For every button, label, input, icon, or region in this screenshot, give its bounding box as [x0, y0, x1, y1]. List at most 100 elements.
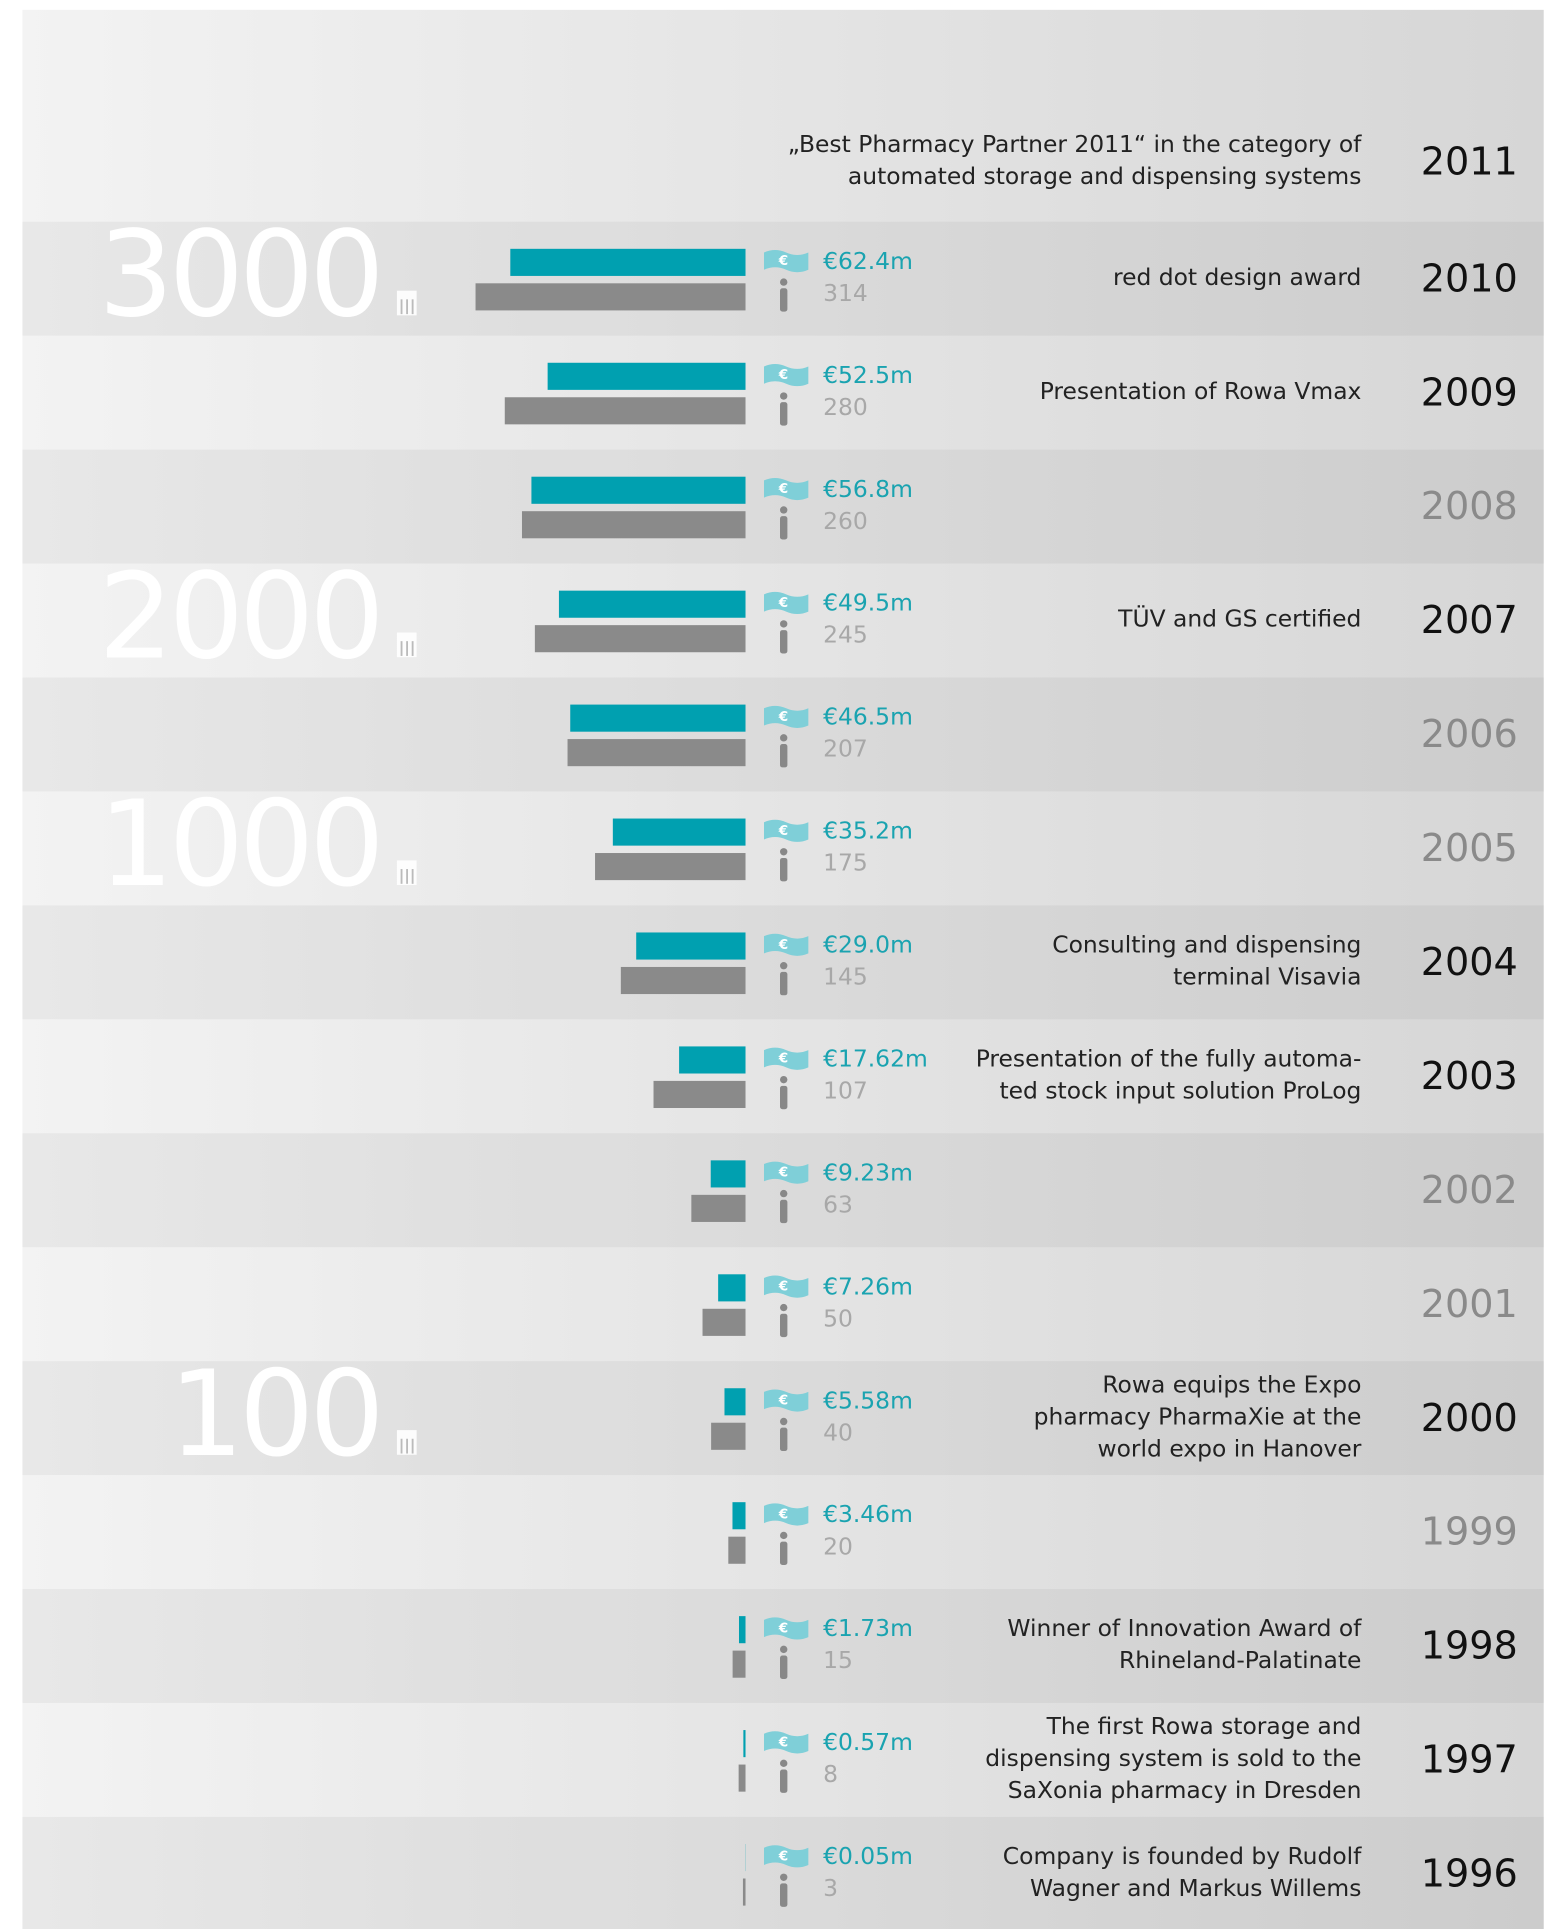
revenue-bar	[710, 1160, 746, 1188]
revenue-label: €7.26m	[823, 1272, 913, 1300]
employee-bar	[653, 1080, 746, 1109]
installations-count: 3000	[98, 206, 379, 344]
year-label: 2009	[1421, 371, 1518, 415]
revenue-bar	[743, 1730, 746, 1758]
euro-icon	[763, 477, 809, 501]
pharmacy-icon-line	[411, 299, 414, 315]
euro-sign: €	[778, 937, 788, 953]
euro-icon	[763, 1731, 809, 1754]
revenue-label: €0.05m	[823, 1842, 913, 1870]
year-label: 2008	[1421, 485, 1518, 529]
panel	[22, 9, 1544, 1929]
revenue-label: €1.73m	[823, 1614, 913, 1642]
employee-label: 3	[823, 1874, 838, 1902]
person-body	[780, 1883, 788, 1907]
employee-bar	[742, 1878, 746, 1906]
euro-sign: €	[778, 1393, 788, 1409]
installations-count: 2000	[98, 547, 379, 685]
revenue-label: €3.46m	[823, 1500, 913, 1528]
year-label: 2004	[1421, 941, 1518, 985]
year-label: 1999	[1421, 1511, 1518, 1555]
year-label: 2006	[1421, 713, 1518, 757]
person-head	[780, 1417, 788, 1426]
employee-label: 175	[823, 849, 868, 877]
pharmacy-icon-line	[400, 299, 403, 315]
employee-label: 40	[823, 1418, 853, 1446]
euro-icon	[763, 819, 809, 842]
person-body	[780, 516, 788, 540]
milestone-text: dispensing system is sold to the	[985, 1744, 1361, 1772]
person-head	[780, 1759, 788, 1768]
employee-bar	[711, 1422, 746, 1450]
pharmacy-icon-line	[400, 641, 403, 656]
milestone-text: ted stock input solution ProLog	[1000, 1076, 1362, 1104]
milestone-text: SaXonia pharmacy in Dresden	[1008, 1776, 1362, 1804]
pharmacy-icon-line	[411, 1438, 414, 1454]
person-head	[780, 620, 788, 628]
employee-label: 8	[823, 1760, 838, 1788]
milestone-text: Company is founded by Rudolf	[1003, 1842, 1362, 1870]
year-label: 2011	[1421, 140, 1518, 184]
milestone-text: The first Rowa storage and	[1046, 1712, 1362, 1740]
person-body	[780, 744, 788, 768]
year-label: 2002	[1421, 1169, 1518, 1213]
euro-sign: €	[778, 1051, 788, 1067]
revenue-bar	[636, 932, 746, 960]
employee-label: 63	[823, 1190, 853, 1218]
revenue-bar	[724, 1388, 746, 1416]
year-label: 2007	[1421, 599, 1518, 643]
milestone-text: terminal Visavia	[1173, 963, 1361, 991]
pharmacy-icon-line	[406, 1438, 409, 1454]
pharmacy-icon-line	[406, 641, 409, 656]
milestone-text: Consulting and dispensing	[1052, 931, 1361, 959]
employee-label: 260	[823, 507, 868, 535]
revenue-label: €49.5m	[823, 589, 913, 617]
revenue-label: €35.2m	[823, 817, 913, 845]
revenue-label: €56.8m	[823, 475, 913, 503]
person-head	[780, 1303, 788, 1312]
person-body	[780, 630, 788, 654]
person-body	[780, 402, 788, 426]
year-label: 2000	[1421, 1397, 1518, 1441]
euro-icon	[763, 1161, 809, 1184]
year-label: 2005	[1421, 827, 1518, 871]
employee-bar	[567, 739, 746, 767]
person-head	[780, 962, 788, 970]
euro-icon	[763, 933, 809, 956]
revenue-label: €9.23m	[823, 1158, 913, 1186]
employee-label: 280	[823, 393, 868, 421]
person-body	[780, 1085, 788, 1110]
euro-sign: €	[778, 1848, 788, 1864]
milestone-text: red dot design award	[1113, 263, 1361, 291]
revenue-label: €29.0m	[823, 931, 913, 959]
person-head	[780, 278, 788, 286]
revenue-bar	[547, 362, 746, 390]
euro-sign: €	[778, 823, 788, 839]
milestone-text: „Best Pharmacy Partner 2011“ in the cate…	[788, 130, 1362, 158]
employee-bar	[738, 1764, 746, 1792]
milestone-text: pharmacy PharmaXie at the	[1034, 1402, 1362, 1430]
person-body	[780, 1313, 788, 1338]
pharmacy-icon-line	[411, 641, 414, 656]
employee-bar	[595, 853, 746, 881]
person-body	[780, 1427, 788, 1452]
person-head	[780, 1189, 788, 1198]
pharmacy-icon-line	[406, 299, 409, 315]
person-head	[780, 848, 788, 856]
employee-bar	[521, 511, 746, 539]
person-head	[780, 1531, 788, 1540]
euro-sign: €	[778, 709, 788, 725]
euro-sign: €	[778, 1734, 788, 1750]
euro-sign: €	[778, 1620, 788, 1636]
year-label: 2001	[1421, 1283, 1518, 1327]
milestone-text: automated storage and dispensing systems	[848, 162, 1361, 190]
employee-bar	[732, 1650, 746, 1678]
revenue-bar	[570, 704, 746, 732]
euro-icon	[763, 1389, 809, 1412]
installations-count: 100	[169, 1345, 380, 1483]
pharmacy-icon-line	[411, 869, 414, 884]
employee-bar	[534, 625, 746, 653]
revenue-bar	[531, 476, 746, 504]
revenue-label: €0.57m	[823, 1728, 913, 1756]
